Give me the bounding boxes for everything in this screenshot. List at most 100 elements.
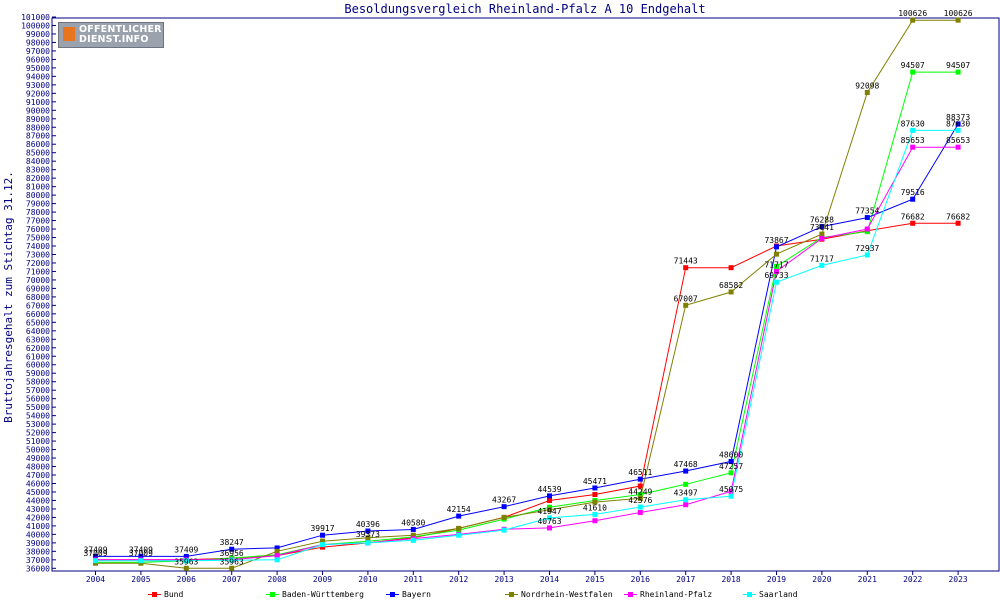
data-point (864, 226, 870, 232)
y-tick-label: 50000 (26, 446, 50, 455)
x-tick-label: 2009 (313, 575, 332, 584)
data-label: 94507 (946, 61, 970, 70)
y-tick-label: 69000 (26, 284, 50, 293)
x-tick-label: 2023 (948, 575, 967, 584)
y-tick-label: 76000 (26, 225, 50, 234)
x-tick-label: 2004 (86, 575, 105, 584)
data-label: 87630 (901, 119, 925, 128)
data-label: 87630 (946, 119, 970, 128)
y-tick-label: 75000 (26, 234, 50, 243)
data-point (320, 544, 325, 550)
y-tick-label: 83000 (26, 166, 50, 175)
data-point (728, 265, 734, 271)
y-tick-label: 99000 (26, 30, 50, 39)
data-point (274, 557, 280, 563)
data-label: 68582 (719, 281, 743, 290)
legend-label: Saarland (759, 590, 798, 599)
y-tick-label: 67000 (26, 301, 50, 310)
data-point (456, 513, 462, 519)
data-label: 100626 (944, 9, 973, 18)
y-tick-label: 85000 (26, 149, 50, 158)
data-point (955, 127, 961, 133)
data-label: 72937 (855, 244, 879, 253)
data-point (456, 532, 462, 538)
data-label: 92098 (855, 82, 879, 91)
data-point (592, 485, 598, 491)
legend-marker-icon (747, 592, 752, 597)
chart-title: Besoldungsvergleich Rheinland-Pfalz A 10… (344, 2, 705, 16)
data-point (819, 262, 825, 268)
data-point (229, 557, 235, 563)
data-point (592, 511, 598, 517)
y-tick-label: 49000 (26, 454, 50, 463)
data-label: 45075 (719, 485, 743, 494)
data-point (274, 548, 280, 554)
y-tick-label: 39000 (26, 539, 50, 548)
data-point (410, 526, 416, 532)
y-tick-label: 42000 (26, 513, 50, 522)
y-tick-label: 45000 (26, 488, 50, 497)
legend-marker-icon (390, 592, 395, 597)
x-tick-label: 2007 (222, 575, 241, 584)
data-point (547, 493, 552, 499)
x-tick-label: 2019 (767, 575, 786, 584)
publisher-logo: OFFENTLICHER DIENST.INFO (58, 22, 164, 48)
y-tick-label: 84000 (26, 157, 50, 166)
y-tick-label: 81000 (26, 183, 50, 192)
data-point (592, 492, 598, 498)
data-point (320, 532, 325, 538)
legend-marker-icon (270, 592, 275, 597)
data-label: 44249 (628, 487, 652, 496)
y-axis-label: Bruttojahresgehalt zum Stichtag 31.12. (2, 171, 15, 423)
y-tick-label: 46000 (26, 479, 50, 488)
data-point (683, 497, 689, 503)
data-label: 37009 (129, 549, 153, 558)
data-point (683, 468, 689, 474)
legend-label: Bayern (402, 590, 431, 599)
y-tick-label: 92000 (26, 89, 50, 98)
data-point (547, 515, 552, 521)
y-tick-label: 51000 (26, 437, 50, 446)
x-tick-label: 2008 (267, 575, 286, 584)
y-tick-label: 90000 (26, 106, 50, 115)
y-tick-label: 37000 (26, 556, 50, 565)
x-tick-label: 2014 (540, 575, 559, 584)
data-point (592, 518, 598, 524)
y-tick-label: 40000 (26, 530, 50, 539)
data-label: 47468 (674, 460, 698, 469)
data-label: 35963 (220, 557, 244, 566)
data-label: 35963 (174, 557, 198, 566)
data-point (637, 504, 643, 510)
y-tick-label: 56000 (26, 395, 50, 404)
data-label: 37409 (129, 545, 153, 554)
data-point (955, 69, 961, 75)
data-label: 36956 (220, 549, 244, 558)
data-label: 76288 (810, 216, 834, 225)
data-point (547, 525, 552, 531)
data-point (683, 481, 689, 487)
data-label: 46511 (628, 468, 652, 477)
x-axis: 2004 2005 2006 2007 2008 2009 2010 2011 2012 2013… (86, 571, 968, 584)
y-tick-label: 98000 (26, 38, 50, 47)
data-point (910, 144, 916, 150)
legend-label: Bund (164, 590, 184, 599)
series-2 (93, 121, 961, 559)
data-point (229, 565, 235, 571)
data-label: 37009 (83, 549, 107, 558)
data-point (728, 289, 734, 295)
data-label: 79516 (901, 188, 925, 197)
data-label: 94507 (901, 61, 925, 70)
data-point (683, 265, 689, 271)
data-label: 48600 (719, 450, 743, 459)
data-point (819, 235, 825, 241)
data-point (410, 537, 416, 543)
x-tick-label: 2018 (721, 575, 740, 584)
data-label: 38247 (220, 538, 244, 547)
x-tick-label: 2015 (585, 575, 604, 584)
series-3 (93, 17, 961, 571)
data-label: 44539 (537, 485, 561, 494)
data-point (501, 527, 507, 533)
y-tick-label: 74000 (26, 242, 50, 251)
y-tick-label: 80000 (26, 191, 50, 200)
